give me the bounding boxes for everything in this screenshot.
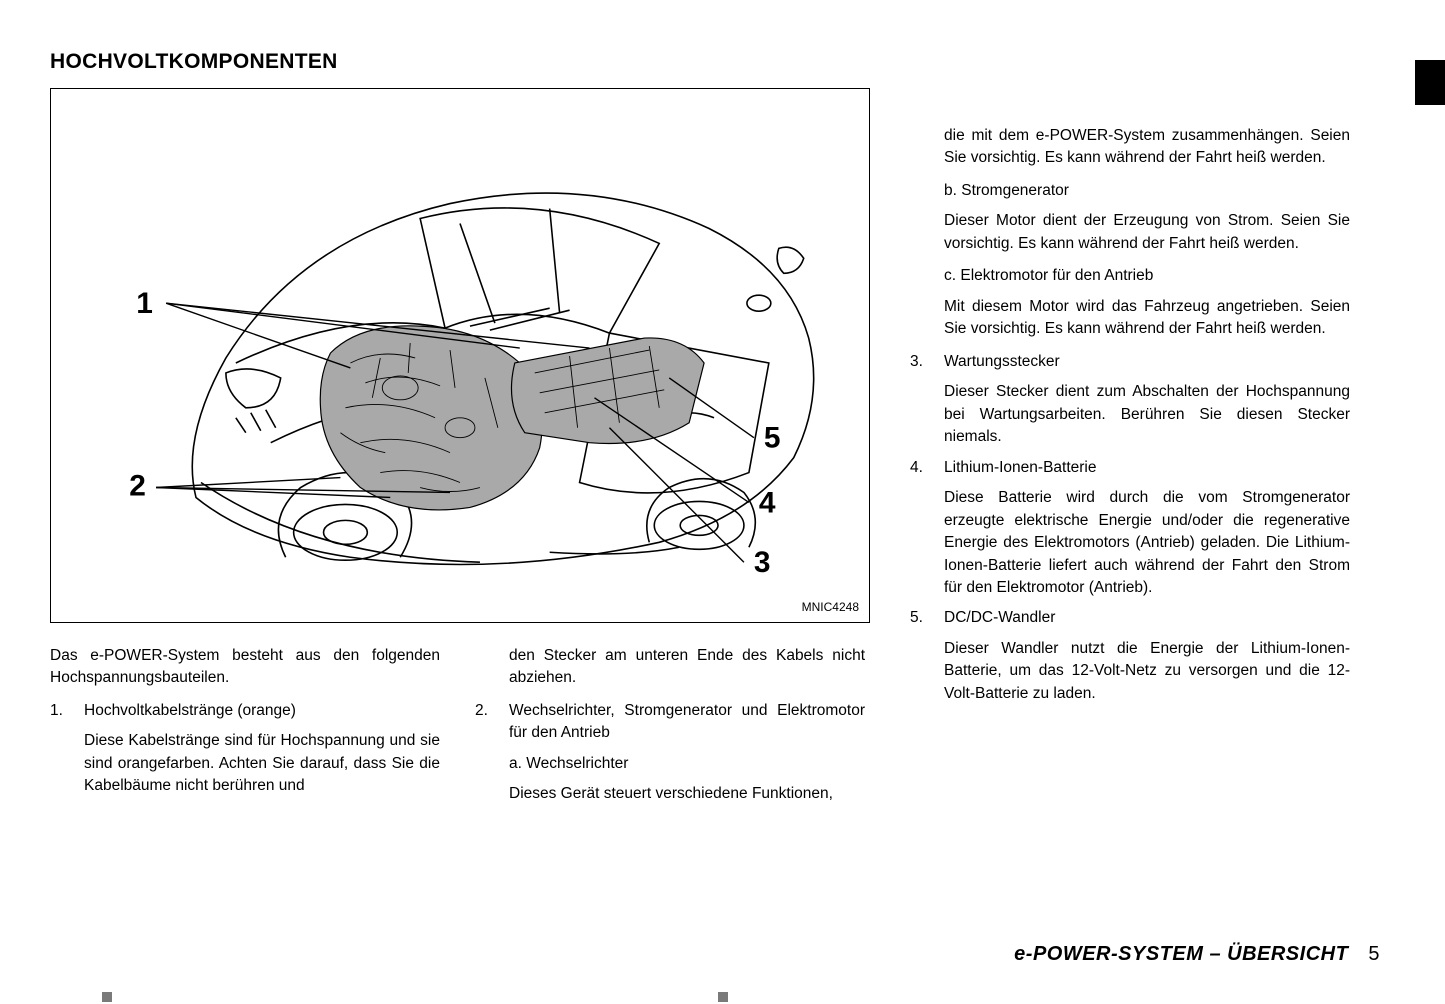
item4-body: Diese Batterie wird durch die vom Stromg… [944,487,1350,599]
section-heading: HOCHVOLTKOMPONENTEN [50,50,870,74]
crop-mark-left [102,992,112,1002]
left-block: HOCHVOLTKOMPONENTEN [50,50,870,964]
list-item-5: 5. DC/DC-Wandler Dieser Wandler nutzt di… [910,607,1350,705]
text-columns-under-figure: Das e-POWER-System besteht aus den folge… [50,645,870,814]
callout-4: 4 [759,486,776,519]
item1-title: Hochvoltkabelstränge (orange) [84,700,440,722]
column-1: Das e-POWER-System besteht aus den folge… [50,645,440,814]
figure-id: MNIC4248 [802,600,859,614]
vehicle-diagram-figure: 1 2 3 4 5 MNIC4248 [50,88,870,623]
item2-c-body: Mit diesem Motor wird das Fahrzeug ange­… [910,296,1350,341]
footer-section-title: e-POWER-SYSTEM – ÜBERSICHT [1014,943,1348,965]
page-content: HOCHVOLTKOMPONENTEN [0,0,1445,1004]
item4-number: 4. [910,457,944,600]
item5-number: 5. [910,607,944,705]
item1-number: 1. [50,700,84,798]
item2-a-label: a. Wechselrichter [509,753,865,775]
list-item-3: 3. Wartungsstecker Dieser Stecker dient … [910,351,1350,449]
callout-5: 5 [764,422,781,455]
callout-3: 3 [754,546,771,579]
page-footer: e-POWER-SYSTEM – ÜBERSICHT 5 [1014,943,1380,966]
column-2: den Stecker am unteren Ende des Kabels n… [475,645,865,814]
item5-body: Dieser Wandler nutzt die Energie der Lit… [944,638,1350,705]
item1-continuation: den Stecker am unteren Ende des Kabels n… [475,645,865,690]
item2-a-body: Dieses Gerät steuert verschiedene Funkti… [509,783,865,805]
list-item-1: 1. Hochvoltkabelstränge (orange) Diese K… [50,700,440,798]
item2-b-label: b. Stromgenerator [910,180,1350,202]
item1-body: Diese Kabelstränge sind für Hochspannung… [84,730,440,797]
column-3: die mit dem e-POWER-System zusammenhän­g… [910,50,1350,964]
item2-title: Wechselrichter, Stromgenerator und Elekt… [509,700,865,745]
item2-number: 2. [475,700,509,806]
footer-page-number: 5 [1368,943,1380,965]
item2-a-continuation: die mit dem e-POWER-System zusammenhän­g… [910,125,1350,170]
list-item-2: 2. Wechselrichter, Stromgenerator und El… [475,700,865,806]
item4-title: Lithium-Ionen-Batterie [944,457,1350,479]
callout-2: 2 [129,469,146,502]
callout-1: 1 [136,287,153,320]
item3-title: Wartungsstecker [944,351,1350,373]
item3-number: 3. [910,351,944,449]
item3-body: Dieser Stecker dient zum Abschalten der … [944,381,1350,448]
crop-mark-center [718,992,728,1002]
vehicle-diagram-svg: 1 2 3 4 5 [51,89,869,622]
intro-paragraph: Das e-POWER-System besteht aus den folge… [50,645,440,690]
list-item-4: 4. Lithium-Ionen-Batterie Diese Batterie… [910,457,1350,600]
item2-c-label: c. Elektromotor für den Antrieb [910,265,1350,287]
item2-b-body: Dieser Motor dient der Erzeugung von Str… [910,210,1350,255]
item5-title: DC/DC-Wandler [944,607,1350,629]
